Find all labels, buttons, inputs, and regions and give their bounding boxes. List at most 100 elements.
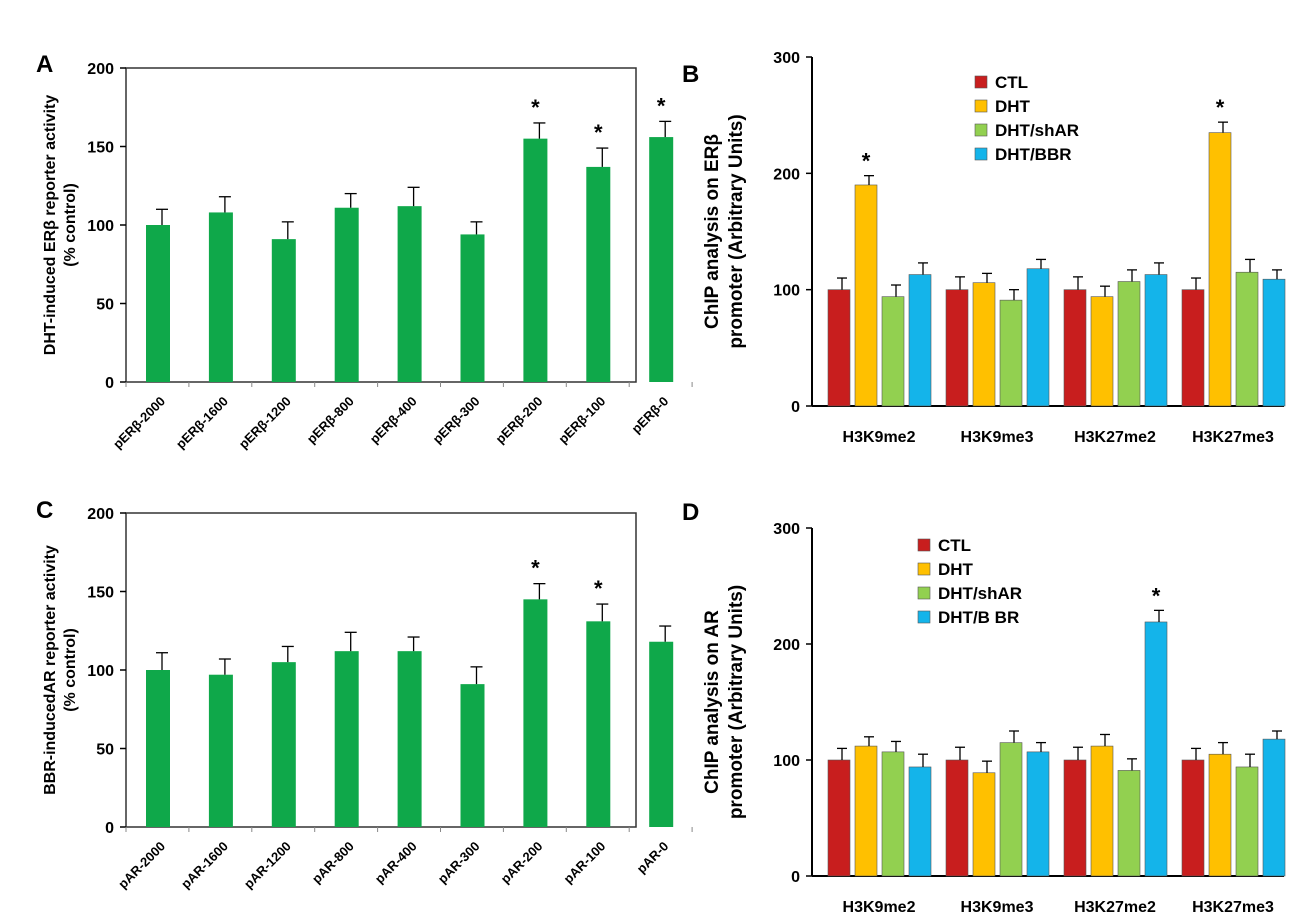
x-tick-label: H3K27me3 xyxy=(1192,429,1274,446)
bar-H3K9me2-DHT/shAR xyxy=(881,296,905,407)
bar-H3K9me2-DHT/BBR xyxy=(908,274,932,407)
legend-label: DHT/B BR xyxy=(938,608,1019,627)
x-tick-label: pERβ-1600 xyxy=(173,394,231,452)
x-tick-label: pAR-100 xyxy=(561,839,609,887)
legend-label: DHT xyxy=(995,97,1031,116)
y-tick-label: 0 xyxy=(105,375,114,392)
y-tick-label: 100 xyxy=(87,663,114,680)
panel-b: B 0 100 200 300 ChIP analysis on ERβ promoter … xyxy=(682,50,1286,446)
significance-marker: * xyxy=(594,120,603,145)
bar-H3K9me3-DHT/BBR xyxy=(1026,751,1050,877)
bar-pERβ-0 xyxy=(649,137,674,382)
bar-pERβ-400 xyxy=(397,206,422,382)
x-tick-label: pAR-1600 xyxy=(178,839,231,892)
y-tick-label: 300 xyxy=(773,50,800,67)
legend-swatch-DHT xyxy=(917,562,931,576)
legend-label: CTL xyxy=(938,536,971,555)
legend-swatch-CTL xyxy=(917,538,931,552)
legend-swatch-DHT xyxy=(974,99,988,113)
x-tick-label: pERβ-0 xyxy=(629,394,672,437)
x-tick-label: H3K9me3 xyxy=(961,429,1034,446)
x-tick-label: H3K27me2 xyxy=(1074,429,1156,446)
bar-H3K9me3-CTL xyxy=(945,289,969,407)
bar-H3K27me2-CTL xyxy=(1063,289,1087,407)
bar-H3K9me2-CTL xyxy=(827,759,851,877)
bar-pAR-1200 xyxy=(271,662,296,827)
panel-letter: C xyxy=(36,497,53,524)
bar-pERβ-300 xyxy=(460,234,485,382)
legend-swatch-DHT/BBR xyxy=(974,147,988,161)
x-tick-label: pAR-0 xyxy=(634,839,672,877)
bar-H3K27me3-DHT/shAR xyxy=(1235,271,1259,407)
y-tick-label: 300 xyxy=(773,521,800,538)
x-tick-label: pAR-400 xyxy=(372,839,420,887)
y-tick-label: 0 xyxy=(791,399,800,416)
x-tick-label: pAR-200 xyxy=(498,839,546,887)
bar-H3K27me2-DHT/BBR xyxy=(1144,274,1168,407)
bar-pAR-2000 xyxy=(146,670,170,827)
x-tick-label: pERβ-1200 xyxy=(236,394,294,452)
x-tick-label: pERβ-400 xyxy=(367,394,420,447)
x-tick-label: H3K9me2 xyxy=(843,899,916,916)
y-axis-label-line: (% control) xyxy=(62,628,79,712)
legend-label: CTL xyxy=(995,73,1028,92)
bar-H3K27me2-DHT/shAR xyxy=(1117,770,1141,877)
bar-H3K27me3-CTL xyxy=(1181,759,1205,877)
bar-H3K9me2-DHT/BBR xyxy=(908,766,932,877)
y-tick-label: 150 xyxy=(87,585,114,602)
y-tick-label: 100 xyxy=(773,283,800,300)
bar-pAR-100 xyxy=(586,621,611,827)
legend: CTL DHT DHT/shAR DHT/BBR xyxy=(974,73,1079,164)
x-tick-label: pAR-2000 xyxy=(115,839,168,892)
y-tick-label: 150 xyxy=(87,140,114,157)
panel-letter: B xyxy=(682,61,699,88)
bar-H3K9me3-DHT xyxy=(972,772,996,877)
y-axis-label-line: (% control) xyxy=(62,183,79,267)
y-axis-label-line: BBR-inducedAR reporter activity xyxy=(42,545,59,795)
bar-H3K9me3-DHT/shAR xyxy=(999,742,1023,877)
bar-pERβ-200 xyxy=(523,138,548,382)
y-tick-label: 200 xyxy=(87,506,114,523)
y-axis-label-line: promoter (Arbitrary Units) xyxy=(726,585,747,819)
bar-H3K9me2-CTL xyxy=(827,289,851,407)
legend-swatch-DHT/BBR xyxy=(917,610,931,624)
y-axis-label: ChIP analysis on AR promoter (Arbitrary U… xyxy=(702,585,747,819)
y-axis-label-line: ChIP analysis on AR xyxy=(702,610,723,794)
x-tick-label: pERβ-800 xyxy=(304,394,357,447)
bar-H3K9me2-DHT xyxy=(854,745,878,877)
bar-H3K27me2-DHT/BBR xyxy=(1144,621,1168,877)
bar-H3K27me3-DHT xyxy=(1208,132,1232,407)
bar-pAR-800 xyxy=(334,651,359,827)
significance-marker: * xyxy=(594,576,603,601)
x-tick-label: pERβ-2000 xyxy=(110,394,168,452)
legend: CTL DHT DHT/shAR DHT/B BR xyxy=(917,536,1022,627)
legend-swatch-DHT/shAR xyxy=(974,123,988,137)
significance-marker: * xyxy=(1216,95,1225,120)
significance-marker: * xyxy=(657,93,666,118)
legend-label: DHT/shAR xyxy=(938,584,1022,603)
significance-marker: * xyxy=(1152,583,1161,608)
bar-pERβ-2000 xyxy=(146,225,170,382)
bar-H3K9me3-CTL xyxy=(945,759,969,877)
bar-H3K27me3-DHT xyxy=(1208,753,1232,877)
bar-H3K9me3-DHT/BBR xyxy=(1026,268,1050,407)
bar-pAR-300 xyxy=(460,684,485,827)
bar-pERβ-100 xyxy=(586,166,611,382)
bar-pAR-400 xyxy=(397,651,422,827)
bar-H3K9me2-DHT xyxy=(854,184,878,407)
bar-H3K27me2-DHT xyxy=(1090,745,1114,877)
legend-label: DHT/shAR xyxy=(995,121,1079,140)
x-tick-label: H3K9me3 xyxy=(961,899,1034,916)
panel-d: D 0 100 200 300 ChIP analysis on AR promoter (… xyxy=(682,499,1286,916)
bar-pAR-1600 xyxy=(208,674,233,827)
x-tick-label: pAR-1200 xyxy=(241,839,294,892)
x-tick-label: pAR-800 xyxy=(309,839,357,887)
bar-H3K27me3-DHT/shAR xyxy=(1235,766,1259,877)
bar-pERβ-1200 xyxy=(271,239,296,382)
bar-pERβ-1600 xyxy=(208,212,233,382)
x-tick-label: H3K27me2 xyxy=(1074,899,1156,916)
panel-letter: A xyxy=(36,51,53,78)
bar-pERβ-800 xyxy=(334,207,359,382)
bar-pAR-200 xyxy=(523,599,548,827)
